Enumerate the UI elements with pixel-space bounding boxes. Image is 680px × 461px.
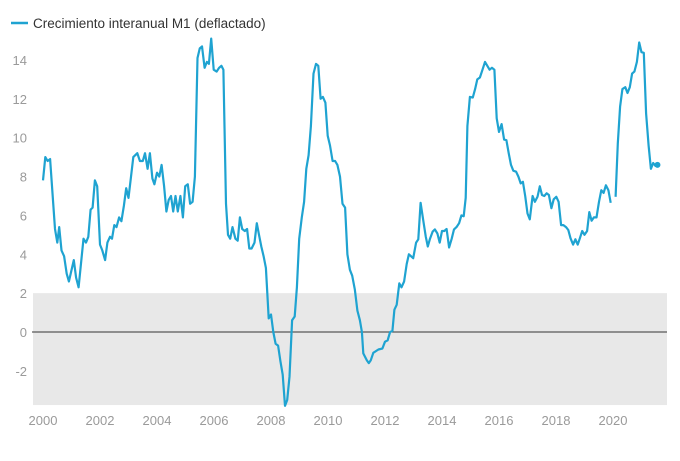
shaded-band xyxy=(33,293,667,406)
series-line-segment xyxy=(614,41,658,197)
y-axis: -2 0 2 4 6 8 10 12 14 xyxy=(13,53,27,379)
legend-label: Crecimiento interanual M1 (deflactado) xyxy=(33,16,266,31)
last-point-marker xyxy=(654,161,661,168)
y-tick-label: -2 xyxy=(15,364,27,379)
series-m1 xyxy=(41,37,661,407)
x-tick-label: 2016 xyxy=(485,413,514,428)
x-tick-label: 2000 xyxy=(29,413,58,428)
y-tick-label: 14 xyxy=(13,53,27,68)
x-tick-label: 2012 xyxy=(371,413,400,428)
x-tick-label: 2020 xyxy=(599,413,628,428)
series-line-segment xyxy=(41,37,612,407)
x-tick-label: 2004 xyxy=(143,413,172,428)
x-tick-label: 2014 xyxy=(428,413,457,428)
y-tick-label: 6 xyxy=(20,208,27,223)
legend: Crecimiento interanual M1 (deflactado) xyxy=(11,16,266,31)
x-axis: 2000 2002 2004 2006 2008 2010 2012 2014 2016 2018… xyxy=(29,413,628,428)
y-tick-label: 2 xyxy=(20,286,27,301)
y-tick-label: 8 xyxy=(20,170,27,185)
y-tick-label: 4 xyxy=(20,247,27,262)
x-tick-label: 2006 xyxy=(200,413,229,428)
y-tick-label: 10 xyxy=(13,131,27,146)
x-tick-label: 2002 xyxy=(86,413,115,428)
x-tick-label: 2010 xyxy=(314,413,343,428)
y-tick-label: 12 xyxy=(13,92,27,107)
y-tick-label: 0 xyxy=(20,325,27,340)
x-tick-label: 2008 xyxy=(257,413,286,428)
x-tick-label: 2018 xyxy=(542,413,571,428)
